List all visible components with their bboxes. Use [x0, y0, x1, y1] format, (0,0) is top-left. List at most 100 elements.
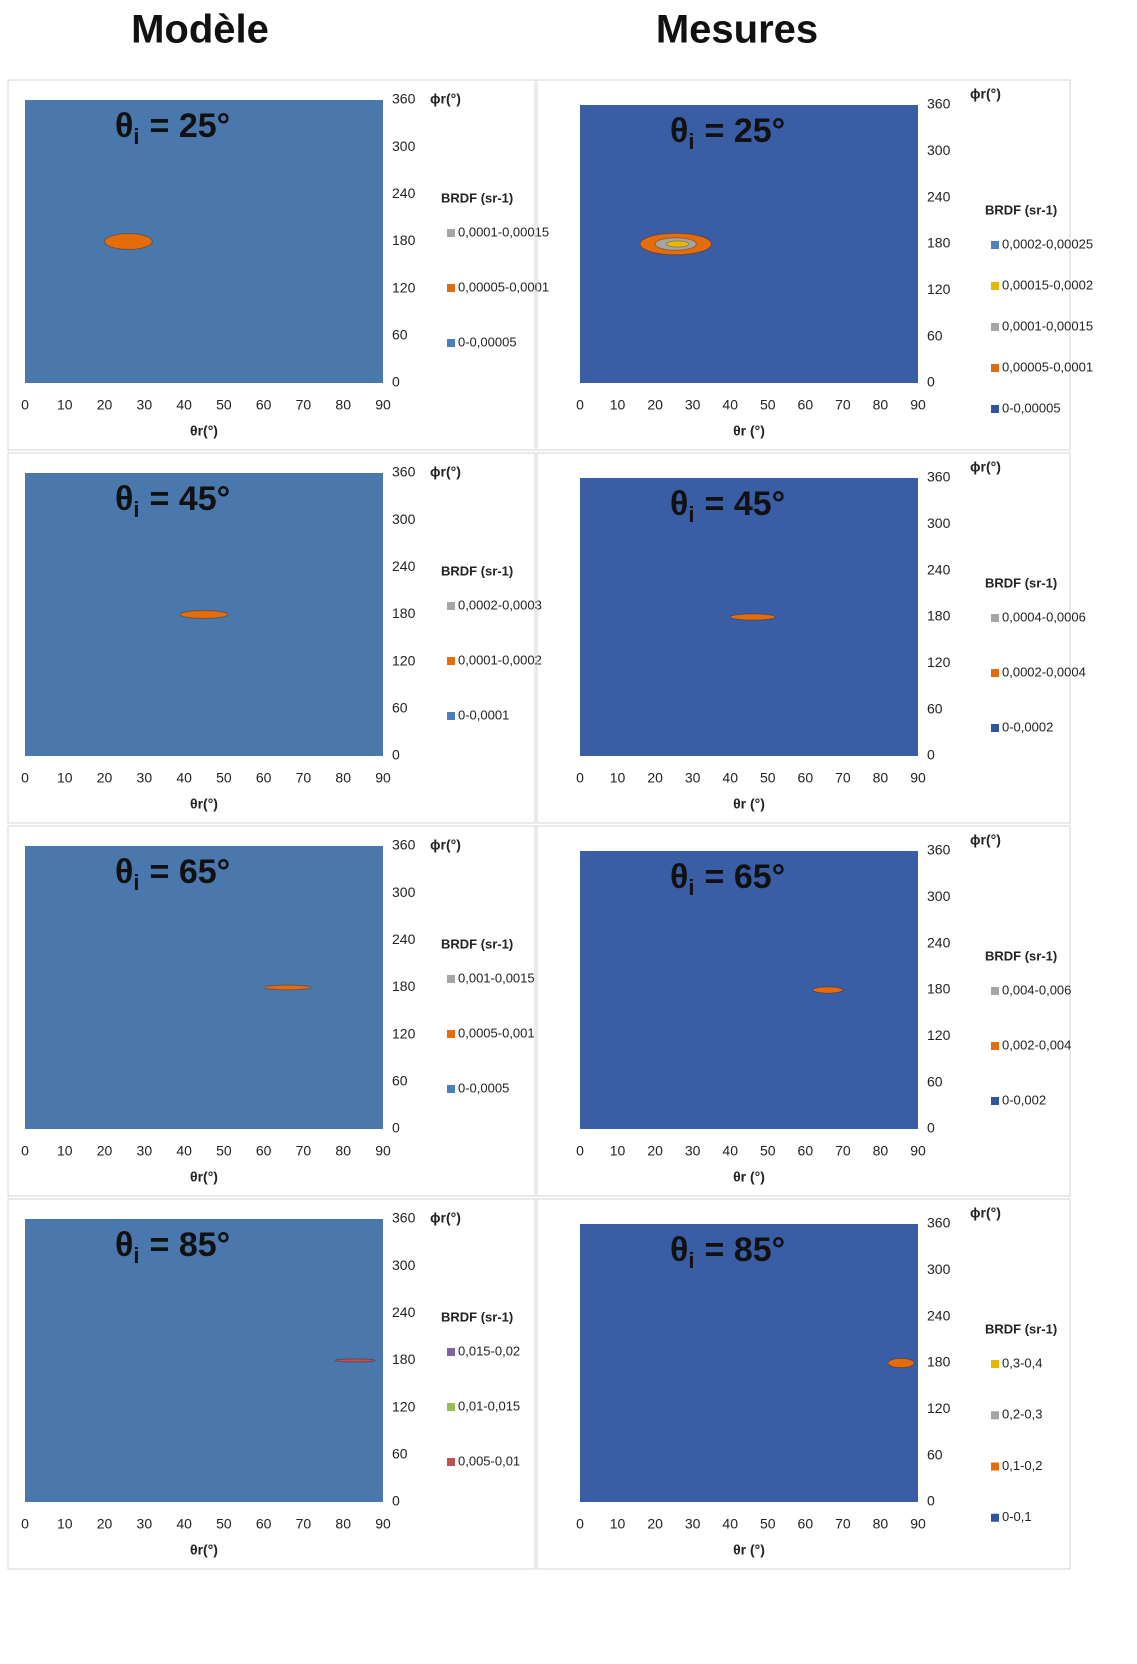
legend-label: 0,0002-0,0004: [1002, 664, 1086, 679]
legend-label: 0-0,0001: [458, 707, 509, 722]
y-tick-label: 360: [927, 469, 951, 485]
contour-region: [887, 1357, 915, 1369]
plot-area: [580, 1224, 918, 1502]
y-tick-label: 360: [927, 842, 951, 858]
x-tick-label: 30: [685, 397, 701, 413]
y-tick-label: 180: [392, 605, 416, 621]
y-tick-label: 60: [392, 327, 408, 343]
x-tick-label: 10: [610, 770, 626, 786]
legend-label: 0-0,00005: [1002, 400, 1061, 415]
legend-swatch: [991, 1462, 999, 1471]
x-tick-label: 80: [873, 1143, 889, 1159]
x-tick-label: 60: [798, 397, 814, 413]
legend-label: 0,015-0,02: [458, 1343, 520, 1358]
contour-region: [334, 1358, 376, 1363]
title-value: = 85°: [705, 1231, 786, 1269]
legend-title: BRDF (sr-1): [441, 936, 513, 951]
y-tick-label: 60: [927, 327, 943, 343]
legend-swatch: [991, 1513, 999, 1522]
title-value: = 65°: [705, 858, 786, 896]
x-tick-label: 60: [798, 1516, 814, 1532]
y-tick-label: 300: [927, 888, 951, 904]
title-value: = 45°: [705, 485, 786, 523]
x-tick-label: 70: [835, 1516, 851, 1532]
x-tick-label: 0: [576, 770, 584, 786]
x-tick-label: 30: [685, 1143, 701, 1159]
legend-label: 0,2-0,3: [1002, 1407, 1042, 1422]
y-tick-label: 300: [927, 515, 951, 531]
legend-swatch: [991, 669, 999, 677]
y-tick-label: 0: [392, 1120, 400, 1136]
x-tick-label: 50: [216, 1143, 232, 1159]
x-tick-label: 80: [873, 1516, 889, 1532]
x-tick-label: 60: [256, 770, 272, 786]
legend-swatch: [991, 1042, 999, 1050]
plot-area: [580, 851, 918, 1129]
y-tick-label: 180: [392, 978, 416, 994]
legend-label: 0-0,1: [1002, 1509, 1032, 1524]
plot-area: [25, 1219, 383, 1502]
legend-label: 0,0004-0,0006: [1002, 609, 1086, 624]
title-subscript: i: [688, 129, 694, 154]
x-tick-label: 10: [610, 1143, 626, 1159]
x-tick-label: 20: [97, 1516, 113, 1532]
y-tick-label: 60: [927, 700, 943, 716]
chart-title: θi = 85°: [670, 1231, 785, 1273]
chart-title: θi = 65°: [115, 853, 230, 895]
title-subscript: i: [133, 497, 139, 522]
legend-label: 0,005-0,01: [458, 1453, 520, 1468]
title-subscript: i: [688, 502, 694, 527]
title-subscript: i: [688, 1248, 694, 1273]
legend-swatch: [991, 987, 999, 995]
legend-title: BRDF (sr-1): [441, 563, 513, 578]
x-tick-label: 30: [137, 1516, 153, 1532]
legend-swatch: [447, 284, 455, 292]
y-tick-label: 300: [392, 511, 416, 527]
x-tick-label: 60: [256, 1516, 272, 1532]
legend-title: BRDF (sr-1): [985, 575, 1057, 590]
title-symbol: θ: [115, 853, 133, 891]
x-tick-label: 20: [647, 770, 663, 786]
x-tick-label: 30: [137, 770, 153, 786]
x-axis-label: θr (°): [733, 796, 765, 812]
x-tick-label: 80: [335, 1143, 351, 1159]
legend-title: BRDF (sr-1): [441, 1309, 513, 1324]
title-symbol: θ: [115, 1226, 133, 1264]
legend-swatch: [991, 405, 999, 413]
legend-label: 0,3-0,4: [1002, 1355, 1042, 1370]
x-tick-label: 80: [335, 770, 351, 786]
x-tick-label: 0: [21, 770, 29, 786]
title-symbol: θ: [670, 858, 688, 896]
chart-title: θi = 25°: [115, 107, 230, 149]
y-tick-label: 120: [392, 1025, 416, 1041]
legend-label: 0,0002-0,0003: [458, 597, 542, 612]
x-tick-label: 10: [57, 1143, 73, 1159]
y-tick-label: 0: [927, 747, 935, 763]
y-tick-label: 300: [392, 1257, 416, 1273]
legend-label: 0-0,0005: [458, 1080, 509, 1095]
legend-swatch: [991, 282, 999, 290]
y-tick-label: 180: [392, 232, 416, 248]
legend-swatch: [447, 657, 455, 665]
y-tick-label: 120: [392, 279, 416, 295]
y-tick-label: 120: [927, 281, 951, 297]
column-header: Mesures: [656, 8, 818, 52]
legend-swatch: [991, 614, 999, 622]
x-tick-label: 80: [335, 397, 351, 413]
y-tick-label: 60: [392, 1446, 408, 1462]
x-tick-label: 0: [21, 397, 29, 413]
y-tick-label: 120: [927, 1027, 951, 1043]
x-tick-label: 10: [610, 397, 626, 413]
legend-swatch: [447, 1348, 455, 1356]
plot-area: [580, 105, 918, 383]
title-value: = 65°: [150, 853, 231, 891]
contour-region: [665, 240, 690, 248]
y-tick-label: 0: [927, 1493, 935, 1509]
x-tick-label: 70: [296, 1143, 312, 1159]
legend-swatch: [991, 1360, 999, 1368]
legend-label: 0,0001-0,00015: [1002, 318, 1093, 333]
panel-frame: [7, 1198, 536, 1570]
y-tick-label: 360: [392, 837, 416, 853]
y-tick-label: 240: [927, 561, 951, 577]
y-tick-label: 360: [392, 464, 416, 480]
